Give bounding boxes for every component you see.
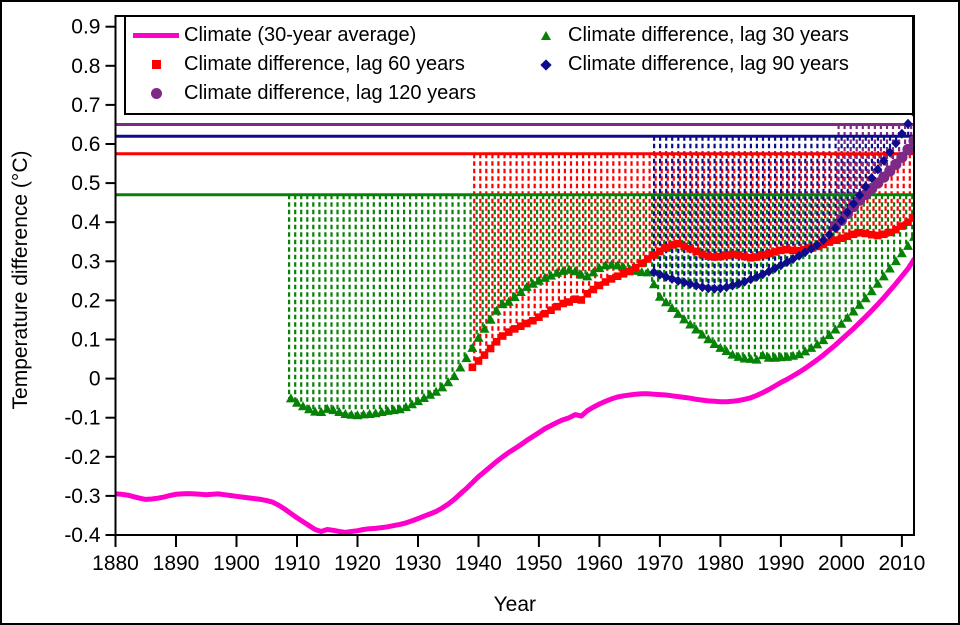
x-tick-label: 1940 xyxy=(455,552,502,575)
y-tick-label: 0.8 xyxy=(71,55,100,78)
y-tick-label: 0.1 xyxy=(71,329,100,352)
legend-item-lag120: Climate difference, lag 120 years xyxy=(132,79,476,108)
legend-column-right: Climate difference, lag 30 years Climate… xyxy=(528,21,849,79)
circle-marker-icon xyxy=(150,88,162,99)
legend-column-left: Climate (30-year average) Climate differ… xyxy=(132,21,476,108)
legend-item-lag90: Climate difference, lag 90 years xyxy=(528,50,849,79)
y-tick-label: 0.9 xyxy=(71,16,100,39)
y-tick-label: 0.5 xyxy=(71,172,100,195)
y-axis-title: Temperature difference (°C) xyxy=(9,151,32,410)
x-tick-label: 2000 xyxy=(818,552,865,575)
y-tick-label: 0 xyxy=(89,368,101,391)
legend-item-lag60: Climate difference, lag 60 years xyxy=(132,50,476,79)
y-tick-label: 0.6 xyxy=(71,133,100,156)
series-diamond xyxy=(649,107,914,294)
series-square xyxy=(468,214,914,372)
x-tick-label: 1890 xyxy=(153,552,200,575)
legend-item-climate: Climate (30-year average) xyxy=(132,21,476,50)
y-tick-label: -0.3 xyxy=(64,485,100,508)
y-tick-label: -0.1 xyxy=(64,407,100,430)
legend-label: Climate difference, lag 30 years xyxy=(568,24,849,46)
y-tick-label: 0.3 xyxy=(71,250,100,273)
y-tick-label: 0.7 xyxy=(71,94,100,117)
x-tick-label: 1980 xyxy=(697,552,744,575)
triangle-marker-icon xyxy=(541,31,551,40)
legend-box: Climate (30-year average) Climate differ… xyxy=(124,15,914,115)
series-climate-line xyxy=(115,256,914,535)
diamond-marker-icon xyxy=(540,58,552,71)
x-tick-label: 1930 xyxy=(395,552,442,575)
x-tick-label: 1960 xyxy=(576,552,623,575)
x-tick-label: 1970 xyxy=(637,552,684,575)
y-tick-label: -0.2 xyxy=(64,446,100,469)
legend-label: Climate (30-year average) xyxy=(184,24,417,46)
x-tick-label: 1990 xyxy=(758,552,805,575)
x-tick-label: 2010 xyxy=(879,552,926,575)
series-triangle xyxy=(285,231,914,420)
x-tick-label: 1920 xyxy=(334,552,381,575)
legend-label: Climate difference, lag 120 years xyxy=(184,82,477,104)
legend-label: Climate difference, lag 90 years xyxy=(568,53,849,75)
y-tick-label: 0.4 xyxy=(71,211,101,234)
x-tick-label: 1900 xyxy=(213,552,260,575)
legend-item-lag30: Climate difference, lag 30 years xyxy=(528,21,849,50)
square-marker-icon xyxy=(151,60,161,69)
legend-label: Climate difference, lag 60 years xyxy=(184,53,465,75)
x-tick-label: 1950 xyxy=(516,552,563,575)
line-marker-icon xyxy=(133,33,179,38)
y-tick-label: 0.2 xyxy=(71,289,100,312)
x-tick-label: 1910 xyxy=(274,552,321,575)
y-tick-label: -0.4 xyxy=(64,524,101,547)
x-tick-label: 1880 xyxy=(92,552,139,575)
x-axis-title: Year xyxy=(494,593,536,616)
